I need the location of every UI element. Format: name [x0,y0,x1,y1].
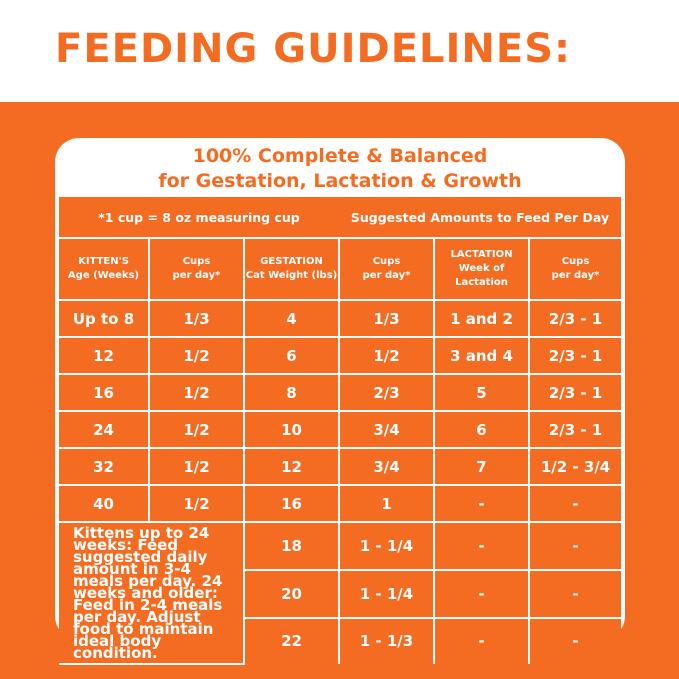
table-cell: 3 and 4 [433,336,530,375]
table-cell: - [527,568,622,619]
data-row: 16 1/2 8 2/3 5 2/3 - 1 [59,373,622,412]
data-row: Up to 8 1/3 4 1/3 1 and 2 2/3 - 1 [59,299,622,338]
table-cell: 24 [59,410,150,449]
table-cell: 40 [59,484,150,523]
table-cell: - [433,484,530,523]
table-cell: 20 [244,568,340,619]
page-title: FEEDING GUIDELINES: [55,26,571,72]
amounts-note: Suggested Amounts to Feed Per Day [339,197,622,239]
header-row: KITTEN'S Age (Weeks) Cups per day* GESTATION… [59,237,622,301]
table-cell: 1/2 [148,373,245,412]
table-cell: - [433,568,530,619]
table-cell: 1 - 1/3 [338,616,435,664]
table-cell: 1/3 [338,299,435,338]
table-cell: 1/2 [148,484,245,523]
feeding-table: *1 cup = 8 oz measuring cup Suggested Amo… [59,197,622,665]
column-header: GESTATION Cat Weight (lbs) [243,237,340,301]
panel-title-line: for Gestation, Lactation & Growth [158,170,522,192]
table-cell: Up to 8 [59,299,150,338]
table-cell: 1 - 1/4 [338,521,435,571]
column-header-line: per day* [551,270,600,281]
table-cell: 32 [59,447,150,486]
column-header-line: GESTATION [260,256,323,267]
table-cell: - [433,616,530,664]
table-cell: 6 [433,410,530,449]
table-cell: 1/2 [148,410,245,449]
table-cell: 1/2 [148,336,245,375]
header-band: FEEDING GUIDELINES: [0,0,679,102]
column-header: LACTATION Week of Lactation [433,237,530,301]
column-header: KITTEN'S Age (Weeks) [59,237,150,301]
table-cell: 18 [243,521,340,571]
table-cell: 3/4 [338,410,435,449]
amounts-note-text: Suggested Amounts to Feed Per Day [350,209,610,225]
data-row: Kittens up to 24 weeks: Feed suggested d… [59,521,622,665]
data-row: 20 1 - 1/4- - [59,568,622,619]
column-header-line: per day* [172,270,221,281]
table-cell: 1/3 [148,299,245,338]
column-header-line: Lactation [455,277,508,288]
column-header-line: Cups [182,256,211,267]
column-header: Cups per day* [148,237,245,301]
table-cell: 1/2 [148,447,245,486]
column-header-line: Cups [561,256,590,267]
notes-row: *1 cup = 8 oz measuring cup Suggested Amo… [59,197,622,239]
table-cell: 1 and 2 [433,299,530,338]
column-header-line: per day* [362,270,411,281]
table-cell: 1 [338,484,435,523]
panel-title-line: 100% Complete & Balanced [192,145,488,167]
column-header-line: KITTEN'S [78,256,129,267]
table-cell: 12 [243,447,340,486]
table-cell: 3/4 [338,447,435,486]
column-header-line: Week of [458,263,505,274]
table-cell: 16 [59,373,150,412]
table-cell: 5 [433,373,530,412]
data-row: 40 1/2 16 1- - [59,484,622,523]
column-header-line: LACTATION [450,249,513,260]
data-row: 32 1/2 12 3/4 7 1/2 - 3/4 [59,447,622,486]
column-header-line: Cups [372,256,401,267]
column-header-line: Age (Weeks) [67,270,140,281]
table-cell: 7 [433,447,530,486]
table-cell: 4 [243,299,340,338]
table-cell: 2/3 [338,373,435,412]
table-cell: 16 [243,484,340,523]
table-cell: 1/2 - 3/4 [527,447,622,486]
table-cell: - [527,521,622,571]
cup-note-text: *1 cup = 8 oz measuring cup [98,209,300,225]
data-row: 22 1 - 1/3- - [59,616,622,664]
table-cell: 22 [244,616,340,664]
table-cell: 8 [243,373,340,412]
table-cell: 12 [59,336,150,375]
table-cell: 2/3 - 1 [527,373,622,412]
data-row: 24 1/2 10 3/4 6 2/3 - 1 [59,410,622,449]
column-header: Cups per day* [338,237,435,301]
table-cell: 2/3 - 1 [527,299,622,338]
kitten-note: Kittens up to 24 weeks: Feed suggested d… [59,521,245,665]
table-cell: - [527,484,622,523]
panel-title: 100% Complete & Balanced for Gestation, L… [55,144,625,194]
data-row: 12 1/2 6 1/2 3 and 4 2/3 - 1 [59,336,622,375]
table-cell: - [433,521,530,571]
table-cell: 6 [243,336,340,375]
table-cell: 1/2 [338,336,435,375]
column-header-line: Cat Weight (lbs) [245,270,338,281]
table-cell: 10 [243,410,340,449]
column-header: Cups per day* [527,237,622,301]
table-cell: 1 - 1/4 [338,568,435,619]
cup-note: *1 cup = 8 oz measuring cup [59,197,339,239]
table-cell: 2/3 - 1 [527,336,622,375]
table-cell: 2/3 - 1 [527,410,622,449]
table-cell: - [527,616,622,664]
